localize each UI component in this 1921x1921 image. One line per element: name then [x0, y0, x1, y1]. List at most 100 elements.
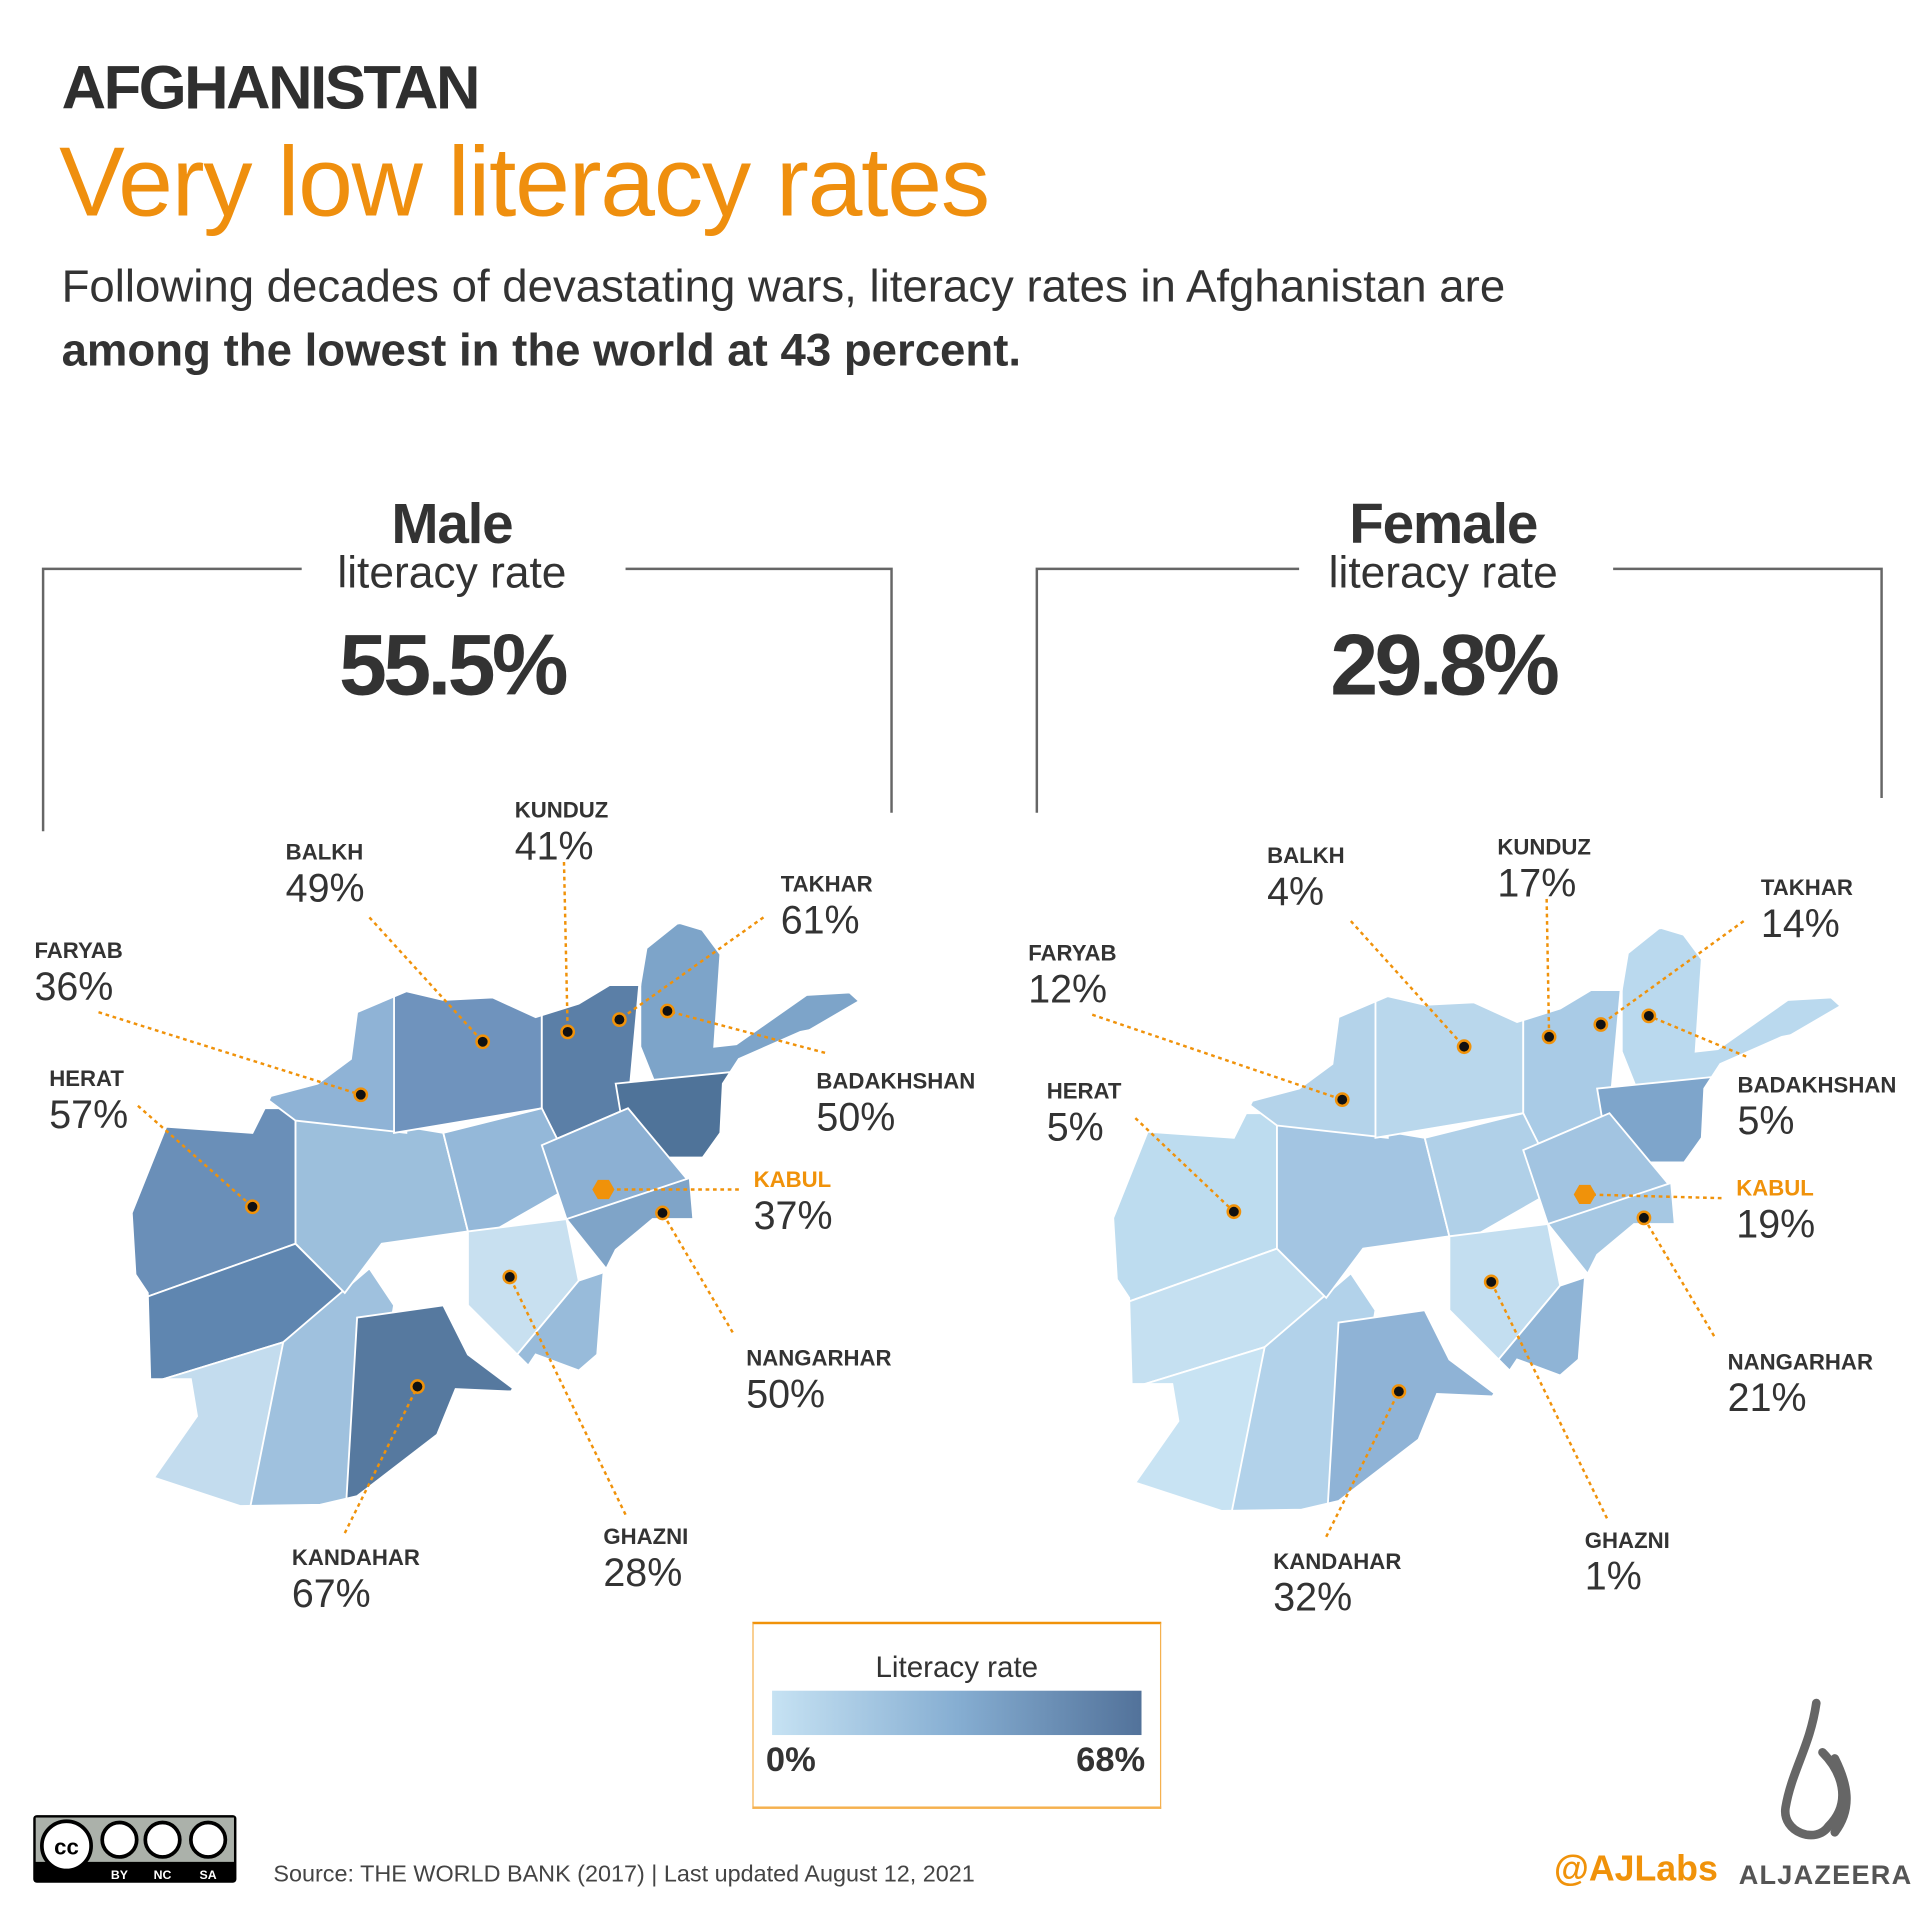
leader-line	[343, 1386, 419, 1534]
province-name: BADAKHSHAN	[1737, 1072, 1897, 1098]
province-shape	[442, 1107, 580, 1233]
province-dot	[655, 1205, 670, 1221]
female-subheading: literacy rate	[1328, 546, 1558, 598]
male-label-badakhshan: BADAKHSHAN 50%	[816, 1069, 975, 1140]
province-value: 37%	[753, 1193, 833, 1238]
province-value: 50%	[746, 1371, 826, 1417]
province-value: 21%	[1727, 1375, 1807, 1420]
leader-line	[1349, 920, 1466, 1048]
province-name: KABUL	[1736, 1175, 1814, 1201]
male-label-kunduz: KUNDUZ 41%	[515, 798, 609, 869]
province-dot	[410, 1379, 425, 1394]
province-name: KANDAHAR	[291, 1545, 420, 1571]
legend-max: 68%	[1076, 1739, 1146, 1779]
leader-line	[661, 1212, 734, 1333]
female-national-rate: 29.8%	[1330, 616, 1560, 713]
legend: Literacy rate 0% 68%	[752, 1621, 1162, 1809]
source-note: Source: THE WORLD BANK (2017) | Last upd…	[273, 1861, 975, 1888]
province-name: FARYAB	[1028, 940, 1117, 966]
svg-text:cc: cc	[54, 1834, 79, 1859]
province-value: 57%	[49, 1092, 129, 1137]
leader-line	[98, 1011, 362, 1096]
province-value: 41%	[514, 823, 594, 869]
province-dot	[475, 1034, 491, 1050]
province-name: BALKH	[285, 839, 364, 865]
province-shape	[1325, 1309, 1501, 1511]
cc-icon: cc BY NC SA	[35, 1817, 234, 1882]
province-value: 4%	[1267, 869, 1325, 914]
province-name: KUNDUZ	[1497, 834, 1591, 860]
female-label-kandahar: KANDAHAR 32%	[1273, 1549, 1401, 1620]
female-label-kunduz: KUNDUZ 17%	[1497, 835, 1591, 906]
province-dot	[1636, 1210, 1652, 1226]
female-label-herat: HERAT 5%	[1047, 1079, 1122, 1150]
province-dot	[560, 1024, 576, 1040]
province-dot	[245, 1199, 260, 1215]
province-shape	[343, 1304, 519, 1507]
province-dot	[612, 1012, 627, 1027]
province-shape	[294, 1107, 470, 1295]
leader-line	[1325, 1390, 1400, 1538]
male-map	[98, 861, 879, 1534]
male-label-faryab: FARYAB 36%	[34, 938, 122, 1009]
leader-line	[667, 1009, 826, 1055]
leader-line	[137, 1104, 254, 1208]
leader-line	[1642, 1217, 1716, 1337]
province-name: FARYAB	[34, 938, 123, 963]
province-value: 50%	[816, 1094, 896, 1140]
aljazeera-logo-icon	[1781, 1698, 1851, 1840]
province-dot	[1593, 1017, 1609, 1032]
female-label-nangarhar: NANGARHAR 21%	[1728, 1350, 1873, 1421]
province-shape	[1374, 976, 1525, 1139]
province-shape	[1423, 1112, 1562, 1238]
province-name: BALKH	[1267, 843, 1345, 869]
province-name: TAKHAR	[1760, 875, 1853, 901]
cc-license-badge: cc BY NC SA	[33, 1815, 237, 1883]
province-name: KUNDUZ	[514, 797, 609, 823]
province-value: 61%	[780, 897, 860, 943]
male-label-ghazni: GHAZNI 28%	[603, 1524, 688, 1595]
province-name: TAKHAR	[780, 871, 873, 897]
province-value: 32%	[1273, 1574, 1353, 1620]
province-dot	[1541, 1029, 1557, 1045]
female-label-ghazni: GHAZNI 1%	[1585, 1528, 1670, 1599]
male-label-takhar: TAKHAR 61%	[781, 872, 873, 943]
male-label-kandahar: KANDAHAR 67%	[292, 1545, 420, 1616]
subtitle-bold: among the lowest in the world at 43 perc…	[61, 325, 1022, 376]
subtitle: Following decades of devastating wars, l…	[61, 261, 1506, 312]
province-dot	[353, 1087, 369, 1103]
province-shape	[393, 971, 543, 1134]
svg-text:NC: NC	[154, 1868, 172, 1882]
province-value: 49%	[285, 865, 365, 911]
leader-line	[368, 916, 484, 1043]
male-label-herat: HERAT 57%	[49, 1066, 128, 1137]
female-heading: Female	[1349, 491, 1538, 556]
leader-line	[1091, 1013, 1343, 1101]
province-name: BADAKHSHAN	[816, 1068, 976, 1094]
female-bracket	[1613, 567, 1883, 798]
province-name: KABUL	[753, 1167, 832, 1192]
capital-marker	[592, 1179, 615, 1200]
svg-text:SA: SA	[200, 1868, 217, 1882]
legend-gradient	[772, 1690, 1142, 1736]
province-shape	[1276, 1112, 1451, 1300]
svg-text:BY: BY	[111, 1868, 128, 1882]
province-name: KANDAHAR	[1273, 1549, 1402, 1574]
male-subheading: literacy rate	[337, 546, 567, 598]
legend-min: 0%	[765, 1739, 816, 1779]
page-title: Very low literacy rates	[59, 126, 990, 237]
province-value: 1%	[1584, 1554, 1642, 1599]
leader-line	[1134, 1117, 1235, 1213]
province-value: 5%	[1737, 1098, 1795, 1143]
male-heading: Male	[391, 491, 513, 556]
aljazeera-brand: ALJAZEERA	[1738, 1859, 1913, 1891]
province-value: 14%	[1760, 901, 1840, 946]
province-name: GHAZNI	[1584, 1528, 1670, 1553]
province-value: 67%	[291, 1571, 371, 1616]
female-label-badakhshan: BADAKHSHAN 5%	[1738, 1073, 1897, 1144]
female-label-faryab: FARYAB 12%	[1028, 941, 1116, 1012]
male-bracket	[41, 567, 302, 832]
province-name: NANGARHAR	[746, 1345, 892, 1371]
